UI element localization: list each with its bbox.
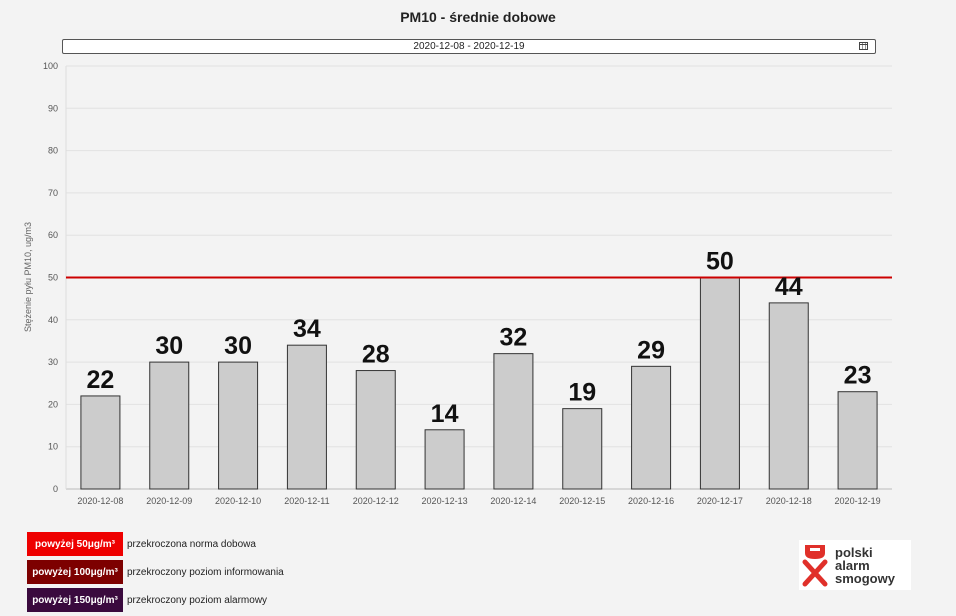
logo-line-1: polski (835, 544, 873, 560)
legend-text-100: przekroczony poziom informowania (127, 566, 284, 578)
calendar-icon[interactable] (859, 42, 868, 50)
value-label: 19 (568, 379, 596, 407)
y-tick-label: 10 (48, 442, 58, 452)
x-tick-label: 2020-12-16 (628, 496, 674, 506)
legend: powyżej 50μg/m³ przekroczona norma dobow… (27, 532, 284, 616)
bar-2020-12-18[interactable] (768, 302, 809, 490)
y-tick-label: 50 (48, 273, 58, 283)
value-label: 23 (844, 362, 872, 390)
legend-text-50: przekroczona norma dobowa (127, 538, 256, 550)
x-tick-label: 2020-12-08 (77, 496, 123, 506)
x-tick-label: 2020-12-13 (422, 496, 468, 506)
legend-swatch-150: powyżej 150μg/m³ (27, 588, 123, 612)
value-label: 30 (224, 332, 252, 360)
bar-2020-12-13[interactable] (424, 429, 465, 490)
logo-mask-icon (802, 545, 828, 587)
bar-2020-12-10[interactable] (218, 361, 259, 490)
bar-2020-12-16[interactable] (631, 365, 672, 490)
x-tick-label: 2020-12-11 (284, 496, 329, 506)
y-tick-label: 100 (43, 61, 58, 71)
legend-item-50: powyżej 50μg/m³ przekroczona norma dobow… (27, 532, 284, 556)
x-axis-ticks: 2020-12-08 2020-12-09 2020-12-10 2020-12-11… (77, 496, 880, 506)
value-label: 44 (775, 273, 803, 301)
value-label: 34 (293, 315, 321, 343)
legend-item-100: powyżej 100μg/m³ przekroczony poziom inf… (27, 560, 284, 584)
value-label: 14 (431, 400, 459, 428)
bar-2020-12-14[interactable] (493, 353, 534, 490)
logo-text: polski alarm smogowy (835, 546, 895, 585)
y-tick-label: 90 (48, 103, 58, 113)
value-label: 22 (87, 366, 115, 394)
x-tick-label: 2020-12-17 (697, 496, 743, 506)
x-tick-label: 2020-12-10 (215, 496, 261, 506)
logo-line-2: alarm (835, 557, 870, 573)
value-label: 32 (500, 324, 528, 352)
value-label: 29 (637, 336, 665, 364)
y-axis-ticks: 0 10 20 30 40 50 60 70 80 90 100 (43, 61, 58, 494)
value-label: 28 (362, 341, 390, 369)
x-tick-label: 2020-12-15 (559, 496, 605, 506)
bar-2020-12-17[interactable] (699, 277, 740, 490)
date-range-value: 2020-12-08 - 2020-12-19 (413, 41, 525, 52)
bar-2020-12-08[interactable] (80, 395, 121, 490)
y-tick-label: 70 (48, 188, 58, 198)
x-tick-label: 2020-12-12 (353, 496, 399, 506)
bar-2020-12-15[interactable] (562, 408, 603, 490)
value-label: 30 (155, 332, 183, 360)
logo-line-3: smogowy (835, 570, 895, 586)
bar-2020-12-09[interactable] (149, 361, 190, 490)
bar-2020-12-19[interactable] (837, 391, 878, 490)
legend-swatch-100: powyżej 100μg/m³ (27, 560, 123, 584)
value-labels: 22 30 30 34 28 14 32 19 29 50 44 23 (87, 248, 872, 428)
bar-2020-12-11[interactable] (286, 344, 327, 490)
y-tick-label: 40 (48, 315, 58, 325)
bars (80, 277, 878, 490)
legend-swatch-50: powyżej 50μg/m³ (27, 532, 123, 556)
bar-2020-12-12[interactable] (355, 370, 396, 490)
legend-item-150: powyżej 150μg/m³ przekroczony poziom ala… (27, 588, 284, 612)
polski-alarm-smogowy-logo[interactable]: polski alarm smogowy (799, 540, 911, 590)
y-tick-label: 20 (48, 399, 58, 409)
chart-title: PM10 - średnie dobowe (400, 9, 556, 25)
legend-text-150: przekroczony poziom alarmowy (127, 594, 268, 606)
y-tick-label: 80 (48, 146, 58, 156)
value-label: 50 (706, 248, 734, 276)
x-tick-label: 2020-12-14 (490, 496, 536, 506)
y-tick-label: 30 (48, 357, 58, 367)
x-tick-label: 2020-12-19 (835, 496, 881, 506)
y-tick-label: 60 (48, 230, 58, 240)
x-tick-label: 2020-12-09 (146, 496, 192, 506)
date-range-picker[interactable]: 2020-12-08 - 2020-12-19 (62, 39, 876, 54)
x-tick-label: 2020-12-18 (766, 496, 812, 506)
y-axis-label: Stężenie pyłu PM10, ug/m3 (23, 222, 33, 332)
y-tick-label: 0 (53, 484, 58, 494)
